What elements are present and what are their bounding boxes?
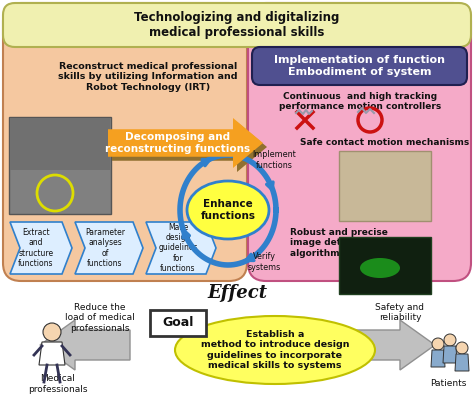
Text: Verify
systems: Verify systems [248,252,281,272]
Text: Technologizing and digitalizing
medical professional skills: Technologizing and digitalizing medical … [134,11,340,39]
FancyBboxPatch shape [339,237,431,294]
Polygon shape [455,354,469,371]
Polygon shape [345,320,435,370]
Circle shape [43,323,61,341]
Text: Reconstruct medical professional
skills by utilizing Information and
Robot Techn: Reconstruct medical professional skills … [58,62,238,92]
Text: Continuous  and high tracking
performance motion controllers: Continuous and high tracking performance… [279,92,441,112]
Circle shape [456,342,468,354]
Text: Make
design
guidelines
for
functions: Make design guidelines for functions [158,223,198,273]
Text: Medical
professionals: Medical professionals [28,374,88,394]
FancyBboxPatch shape [252,47,467,85]
Text: Reduce the
load of medical
professionals: Reduce the load of medical professionals [65,303,135,333]
FancyBboxPatch shape [3,3,471,47]
Ellipse shape [175,316,375,384]
Text: Decomposing and
reconstructing functions: Decomposing and reconstructing functions [105,132,251,154]
Polygon shape [431,350,445,367]
FancyBboxPatch shape [248,3,471,281]
Text: Patients: Patients [430,380,466,389]
Circle shape [444,334,456,346]
Text: Establish a
method to introduce design
guidelines to incorporate
medical skills : Establish a method to introduce design g… [201,330,349,370]
Polygon shape [10,222,72,274]
Text: Enhance
functions: Enhance functions [201,199,255,221]
Polygon shape [108,118,263,168]
Circle shape [432,338,444,350]
Polygon shape [39,342,65,365]
Text: Safe contact motion mechanisms: Safe contact motion mechanisms [300,138,469,147]
Text: Goal: Goal [162,316,194,330]
Text: Extract
and
structure
functions: Extract and structure functions [18,228,54,268]
Text: Safety and
reliability: Safety and reliability [375,303,425,322]
FancyBboxPatch shape [9,117,111,214]
Text: Implement
functions: Implement functions [252,150,296,170]
Polygon shape [40,320,130,370]
FancyBboxPatch shape [3,3,247,281]
Polygon shape [75,222,143,274]
Ellipse shape [360,258,400,278]
FancyBboxPatch shape [10,118,110,170]
FancyBboxPatch shape [150,310,206,336]
Text: Robust and precise
image detection
algorithms of target: Robust and precise image detection algor… [290,228,393,258]
Text: Implementation of function
Embodiment of system: Implementation of function Embodiment of… [274,55,446,77]
Text: Parameter
analyses
of
functions: Parameter analyses of functions [85,228,125,268]
Polygon shape [443,346,457,363]
Ellipse shape [187,181,269,239]
Polygon shape [146,222,216,274]
FancyBboxPatch shape [339,151,431,221]
Polygon shape [112,122,267,172]
Text: Effect: Effect [207,284,267,302]
